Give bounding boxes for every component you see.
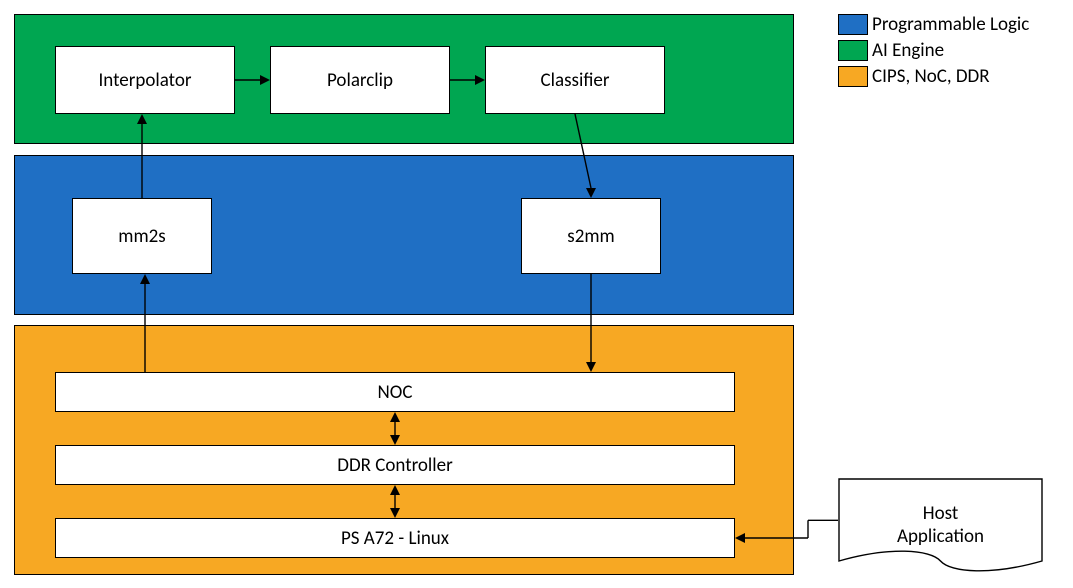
- legend-label: AI Engine: [872, 39, 944, 62]
- box-classifier: Classifier: [485, 46, 665, 114]
- box-host-application: Host Application: [838, 478, 1043, 572]
- label-interpolator: Interpolator: [99, 69, 192, 92]
- box-noc: NOC: [55, 372, 735, 412]
- box-polarclip: Polarclip: [270, 46, 450, 114]
- label-classifier: Classifier: [541, 69, 610, 92]
- box-ps: PS A72 - Linux: [55, 518, 735, 558]
- label-ddr: DDR Controller: [337, 454, 452, 477]
- legend-swatch: [838, 40, 868, 61]
- label-noc: NOC: [378, 381, 413, 404]
- legend-label: Programmable Logic: [872, 13, 1029, 36]
- label-s2mm: s2mm: [567, 225, 614, 248]
- box-s2mm: s2mm: [521, 198, 661, 274]
- label-ps: PS A72 - Linux: [341, 527, 449, 550]
- label-mm2s: mm2s: [118, 225, 165, 248]
- box-interpolator: Interpolator: [55, 46, 235, 114]
- label-host: Host Application: [897, 502, 984, 548]
- legend-swatch: [838, 66, 868, 87]
- legend-label: CIPS, NoC, DDR: [872, 65, 990, 88]
- box-ddr: DDR Controller: [55, 445, 735, 485]
- box-mm2s: mm2s: [72, 198, 212, 274]
- label-polarclip: Polarclip: [327, 69, 393, 92]
- legend-swatch: [838, 14, 868, 35]
